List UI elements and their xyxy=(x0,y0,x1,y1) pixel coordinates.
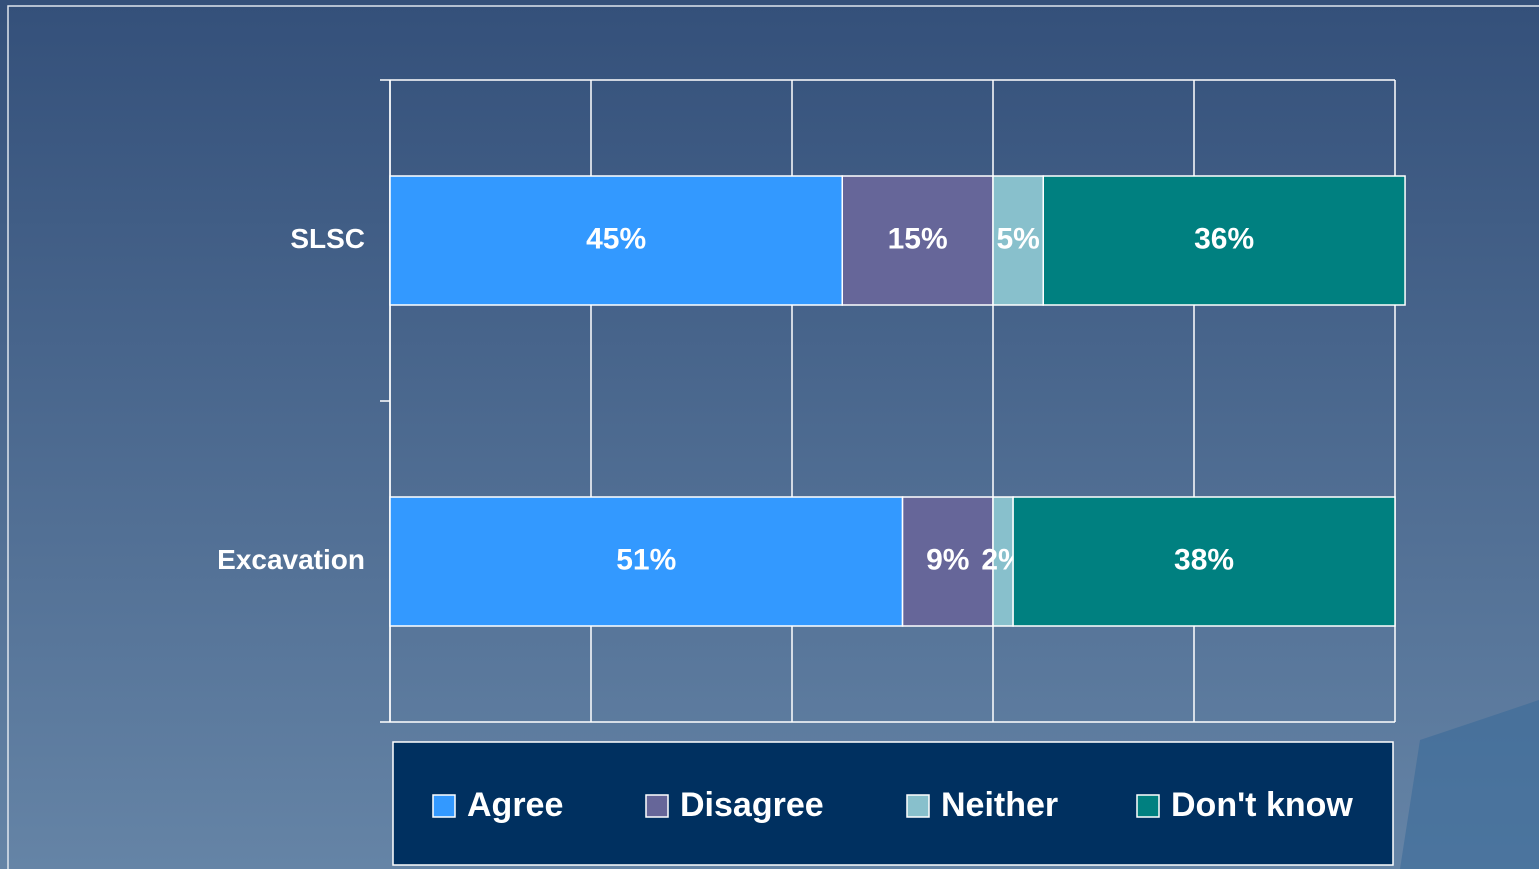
legend-label: Don't know xyxy=(1171,786,1353,824)
bar-segment xyxy=(389,496,904,627)
data-label: 36% xyxy=(1194,222,1254,255)
data-label: 51% xyxy=(616,543,676,576)
decoration xyxy=(1400,700,1539,869)
data-label: 38% xyxy=(1174,543,1234,576)
legend-swatch xyxy=(1136,794,1160,818)
bar-segment xyxy=(1012,496,1396,627)
data-label: 9% xyxy=(926,543,969,576)
data-label: 15% xyxy=(888,222,948,255)
legend-swatch xyxy=(645,794,669,818)
legend-box xyxy=(392,741,1394,866)
legend-label: Agree xyxy=(467,786,563,824)
legend-swatch xyxy=(432,794,456,818)
bar-segment xyxy=(1042,175,1406,306)
bar-segment xyxy=(901,496,994,627)
bar-segment xyxy=(841,175,994,306)
y-tick-label: SLSC xyxy=(290,223,365,254)
legend-label: Neither xyxy=(941,786,1058,824)
bar-segment xyxy=(992,175,1044,306)
bar-segment xyxy=(389,175,843,306)
frame xyxy=(7,5,1539,869)
legend-swatch xyxy=(906,794,930,818)
y-tick-label: Excavation xyxy=(217,544,365,575)
legend-label: Disagree xyxy=(680,786,824,824)
data-label: 45% xyxy=(586,222,646,255)
data-label: 5% xyxy=(996,222,1039,255)
